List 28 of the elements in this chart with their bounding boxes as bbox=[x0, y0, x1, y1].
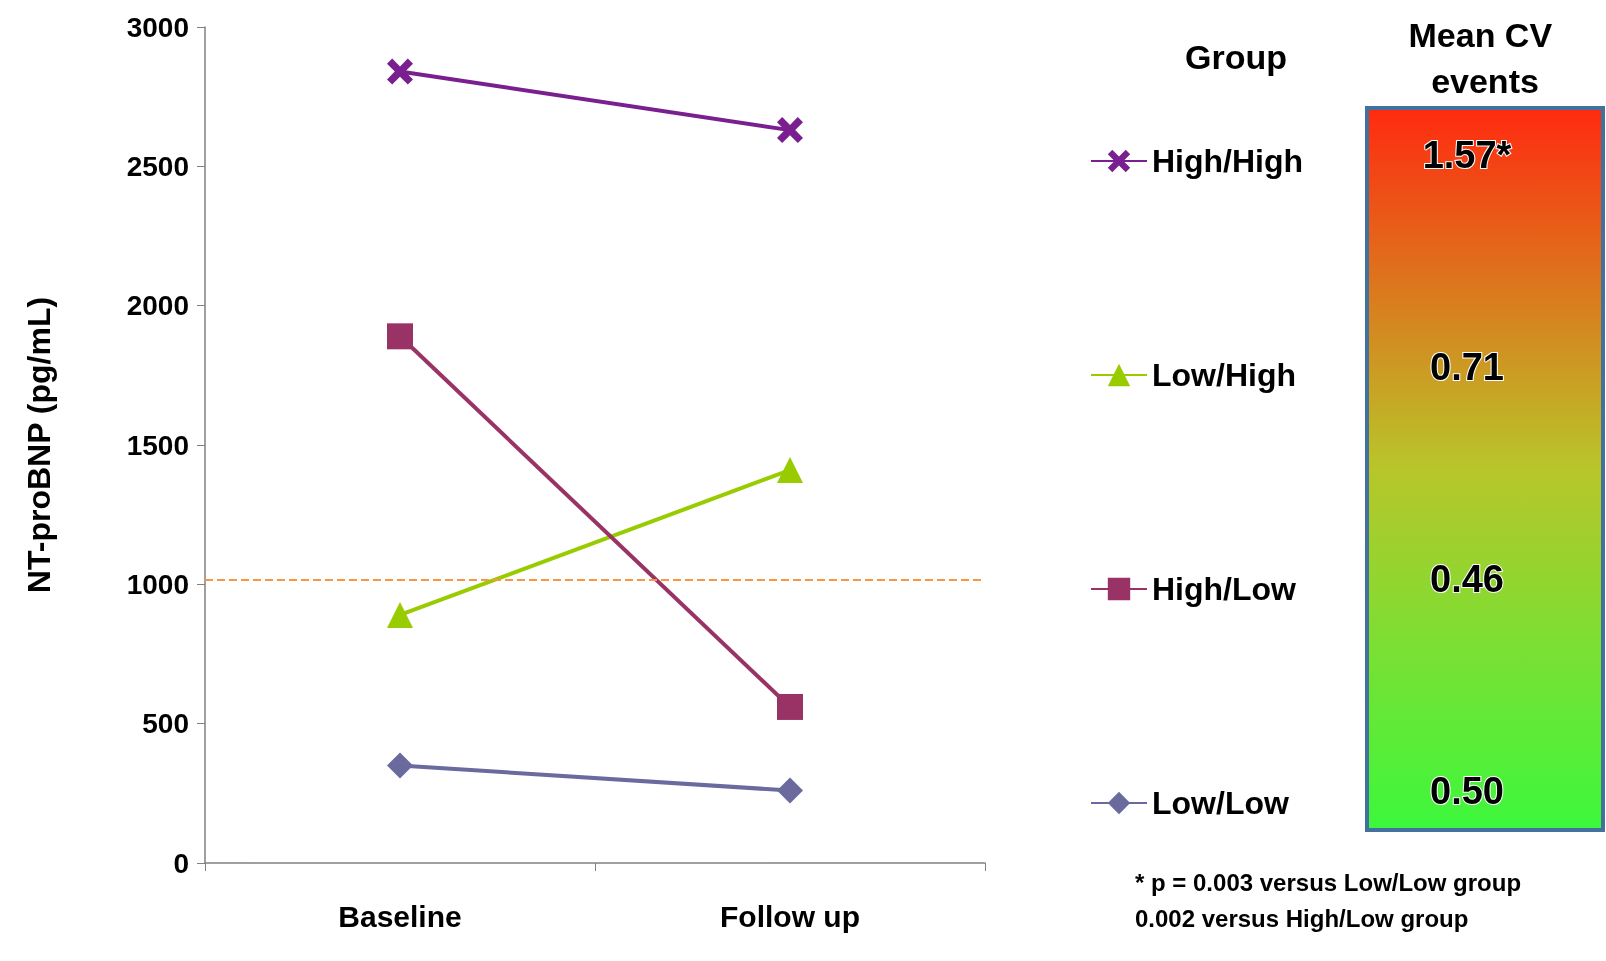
point bbox=[387, 323, 413, 350]
text: 0.50 bbox=[1430, 770, 1504, 812]
legend-label: Low/Low bbox=[1152, 785, 1289, 821]
y-tick-label: 500 bbox=[142, 708, 189, 740]
legend-label: Low/High bbox=[1152, 357, 1296, 393]
y-tick-label: 3000 bbox=[126, 11, 189, 43]
text: 0.46 bbox=[1430, 558, 1504, 600]
text: 0.002 versus High/Low group bbox=[1135, 904, 1469, 932]
text: * p = 0.003 versus Low/Low group bbox=[1135, 868, 1522, 896]
point bbox=[777, 693, 803, 720]
text: Mean CV events bbox=[1408, 16, 1562, 100]
legend-label: High/Low bbox=[1152, 571, 1297, 607]
point bbox=[777, 777, 803, 804]
y-tick-label: 0 bbox=[173, 847, 189, 879]
y-tick-label: 2500 bbox=[126, 150, 189, 182]
legend-label: High/High bbox=[1152, 143, 1304, 179]
y-axis-title: NT-proBNP (pg/mL) bbox=[21, 296, 57, 594]
y-tick-label: 1500 bbox=[126, 429, 189, 461]
legend-title: Group bbox=[1185, 38, 1287, 76]
text: 0.71 bbox=[1430, 346, 1504, 388]
text: 1.57* bbox=[1422, 134, 1512, 176]
point bbox=[387, 58, 413, 85]
point bbox=[777, 117, 803, 144]
x-tick-label: Baseline bbox=[338, 899, 462, 933]
point bbox=[387, 752, 413, 779]
y-tick-label: 2000 bbox=[126, 290, 189, 322]
y-tick-label: 1000 bbox=[126, 568, 189, 600]
x-tick-label: Follow up bbox=[720, 899, 860, 933]
